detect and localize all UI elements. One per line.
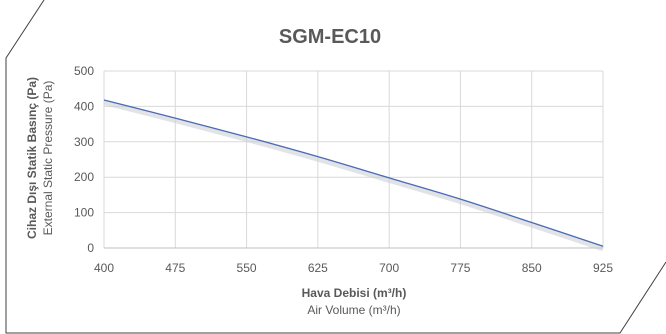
frame-border — [5, 0, 666, 334]
y-tick-label: 300 — [74, 135, 94, 149]
x-tick-label: 550 — [237, 261, 257, 275]
y-tick-label: 400 — [74, 99, 94, 113]
x-tick-labels: 400 475 550 625 700 775 850 925 — [94, 261, 613, 275]
x-axis-title-secondary: Air Volume (m³/h) — [307, 303, 400, 317]
chart-title: SGM-EC10 — [279, 26, 381, 48]
y-tick-label: 500 — [74, 64, 94, 78]
x-tick-label: 775 — [450, 261, 470, 275]
y-axis-title-secondary: External Static Pressure (Pa) — [41, 81, 55, 236]
gridlines — [103, 70, 604, 248]
y-tick-label: 0 — [87, 241, 94, 255]
x-tick-label: 625 — [308, 261, 328, 275]
x-tick-label: 850 — [522, 261, 542, 275]
x-tick-label: 925 — [593, 261, 613, 275]
y-tick-label: 200 — [74, 170, 94, 184]
y-tick-label: 100 — [74, 206, 94, 220]
x-axis-title: Hava Debisi (m³/h) — [302, 286, 407, 300]
y-tick-labels: 0 100 200 300 400 500 — [74, 64, 94, 255]
y-axis-title: Cihaz Dışı Statik Basınç (Pa) — [25, 77, 39, 239]
series-layer — [103, 99, 604, 252]
series-line — [103, 99, 604, 247]
x-tick-label: 400 — [94, 261, 114, 275]
x-tick-label: 475 — [165, 261, 185, 275]
x-tick-label: 700 — [379, 261, 399, 275]
series-line-shadow — [103, 100, 604, 252]
